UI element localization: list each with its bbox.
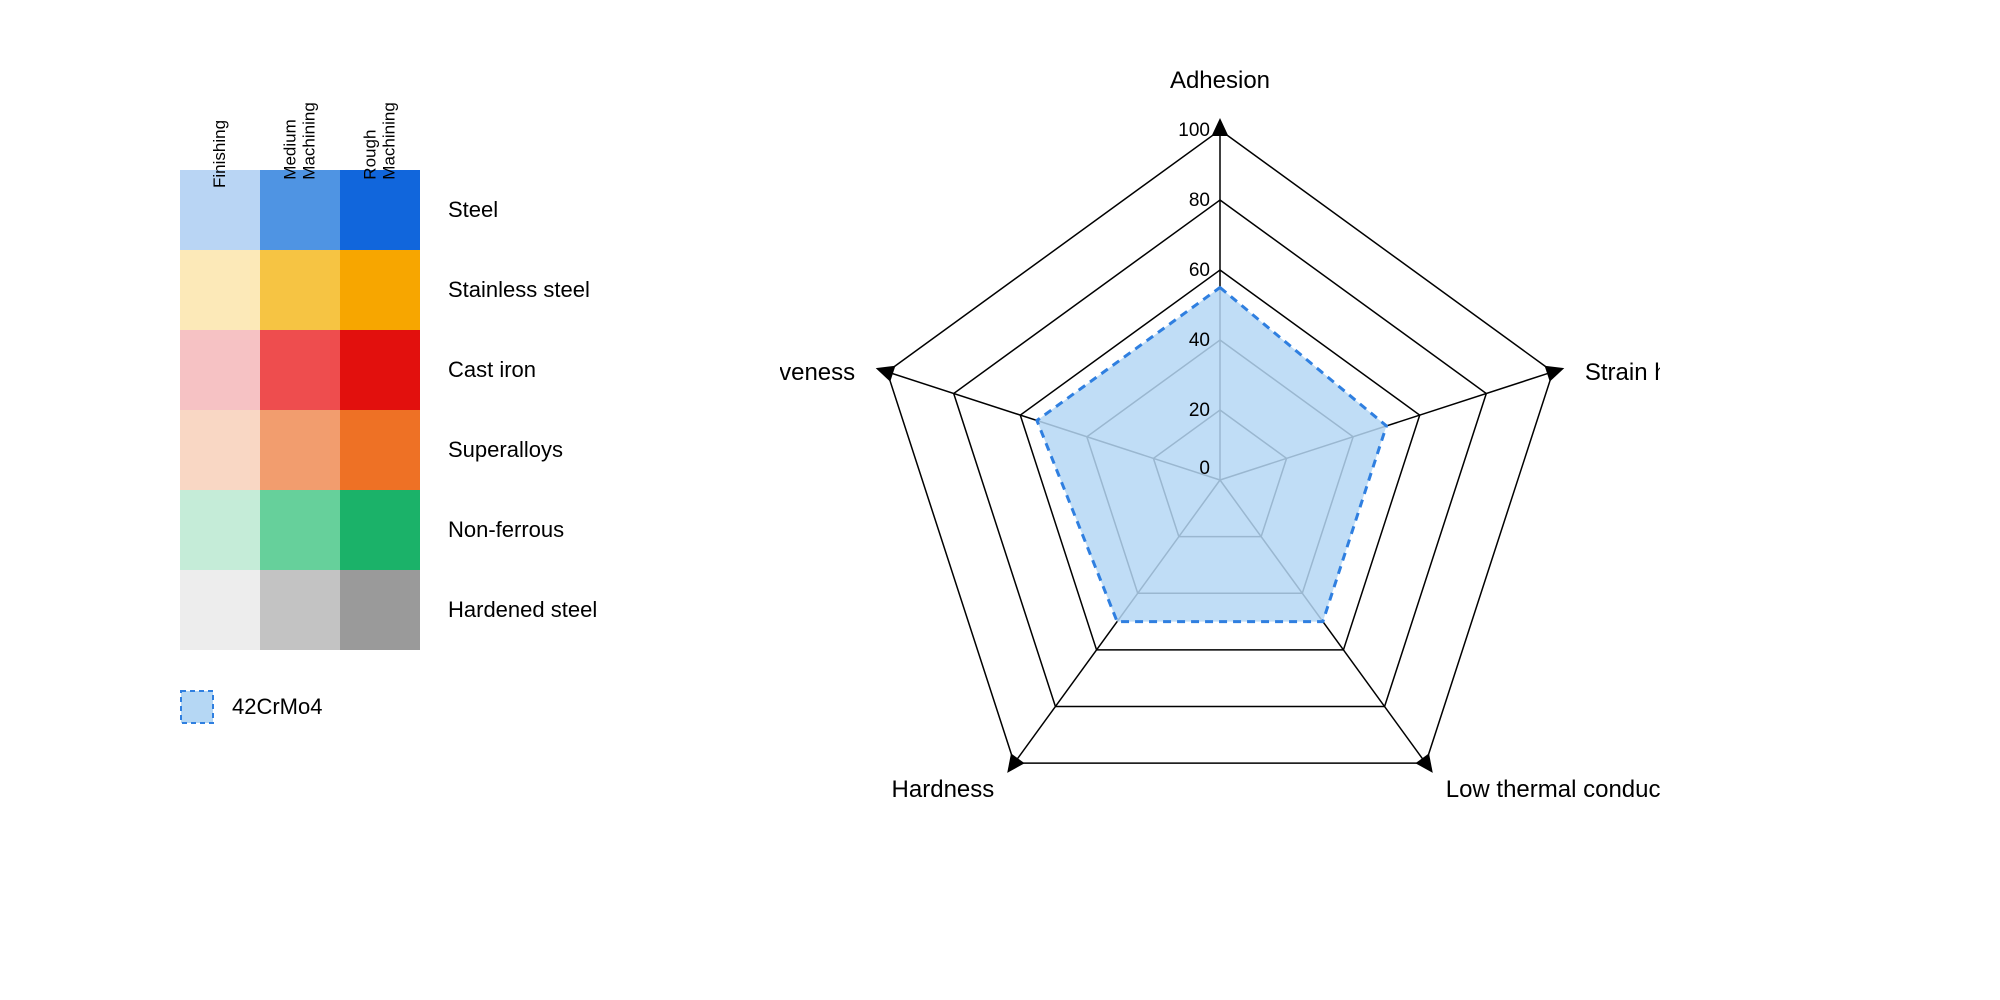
heatmap-cell xyxy=(260,330,340,410)
heatmap-header-cell: MediumMachining xyxy=(260,60,340,170)
heatmap-cell xyxy=(180,330,260,410)
heatmap-header-text: MediumMachining xyxy=(281,99,318,179)
heatmap-cell xyxy=(260,170,340,250)
heatmap-column-headers: FinishingMediumMachiningRoughMachining xyxy=(180,60,597,170)
svg-text:0: 0 xyxy=(1199,458,1210,479)
legend-swatch xyxy=(180,690,214,724)
heatmap-row: Non-ferrous xyxy=(180,490,597,570)
heatmap-cell xyxy=(340,330,420,410)
heatmap-row-label: Stainless steel xyxy=(420,277,590,303)
svg-text:80: 80 xyxy=(1189,190,1210,211)
heatmap-header-cell: RoughMachining xyxy=(340,60,420,170)
heatmap-row: Cast iron xyxy=(180,330,597,410)
radar-axis-label: Low thermal conductivity xyxy=(1446,776,1660,803)
radar-axis-label: Hardness xyxy=(892,776,995,803)
heatmap-header-text: Finishing xyxy=(210,108,230,188)
heatmap-cell xyxy=(340,490,420,570)
radar-panel: 0 20 40 60 80 100 Adhesion Strain hardening Low … xyxy=(780,40,1660,920)
heatmap-cell xyxy=(260,490,340,570)
heatmap-cell xyxy=(340,250,420,330)
svg-text:40: 40 xyxy=(1189,330,1210,351)
heatmap-panel: FinishingMediumMachiningRoughMachining S… xyxy=(180,60,597,724)
svg-text:20: 20 xyxy=(1189,400,1210,421)
svg-text:60: 60 xyxy=(1189,260,1210,281)
radar-chart: 0 20 40 60 80 100 Adhesion Strain hardening Low … xyxy=(780,40,1660,920)
legend: 42CrMo4 xyxy=(180,690,597,724)
heatmap-row-label: Non-ferrous xyxy=(420,517,564,543)
heatmap-cell xyxy=(180,490,260,570)
heatmap-row: Stainless steel xyxy=(180,250,597,330)
heatmap-row-label: Steel xyxy=(420,197,498,223)
heatmap-cell xyxy=(260,570,340,650)
heatmap-body: Steel Stainless steel Cast iron Superalloys… xyxy=(180,170,597,650)
heatmap-row: Superalloys xyxy=(180,410,597,490)
heatmap-cell xyxy=(260,410,340,490)
svg-text:100: 100 xyxy=(1178,120,1210,141)
heatmap-row-label: Hardened steel xyxy=(420,597,597,623)
heatmap-cell xyxy=(340,410,420,490)
heatmap-row: Steel xyxy=(180,170,597,250)
heatmap-cell xyxy=(340,170,420,250)
heatmap-cell xyxy=(180,570,260,650)
heatmap-row: Hardened steel xyxy=(180,570,597,650)
heatmap-header-cell: Finishing xyxy=(180,60,260,170)
heatmap-cell xyxy=(340,570,420,650)
heatmap-row-label: Cast iron xyxy=(420,357,536,383)
heatmap-row-label: Superalloys xyxy=(420,437,563,463)
heatmap-cell xyxy=(260,250,340,330)
heatmap-cell xyxy=(180,410,260,490)
radar-axis-label: Adhesion xyxy=(1170,67,1270,94)
heatmap-header-text: RoughMachining xyxy=(361,99,398,179)
radar-axis-label: Abrasiveness xyxy=(780,359,855,386)
heatmap-cell xyxy=(180,250,260,330)
legend-label: 42CrMo4 xyxy=(232,694,322,720)
radar-axis-label: Strain hardening xyxy=(1585,359,1660,386)
